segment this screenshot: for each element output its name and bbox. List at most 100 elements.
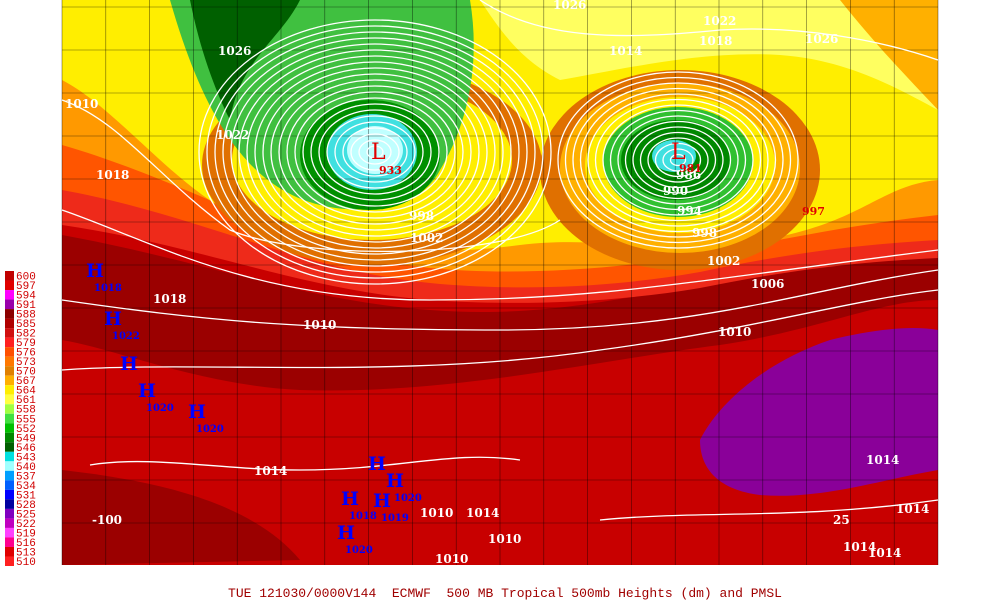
legend-label: 531 [16,490,36,502]
isobar [366,145,384,159]
isobar [654,142,702,178]
isobars [61,0,939,521]
isobar [609,109,747,211]
isobar-label: 1026 [553,0,586,12]
isobar [624,120,732,200]
isobar-label: 1010 [435,552,468,566]
isobar [662,148,694,172]
legend-label: 570 [16,367,36,379]
isobar [669,153,687,167]
isobar-label: 1022 [703,14,736,28]
legend-swatch [5,442,14,452]
pressure-centers: L 933 L 981 [371,140,702,177]
legend-label: 513 [16,547,36,559]
isobar [246,55,504,249]
legend-label: 597 [16,281,36,293]
legend-swatch [5,394,14,405]
legend-swatch [5,290,14,300]
isobar-label: 1026 [218,44,251,58]
legend-swatch [5,375,14,386]
isobar [222,37,528,267]
isobar [318,109,432,195]
isobar-label: 1026 [805,32,838,46]
height-label: 997 [802,205,825,218]
legend-swatch [5,385,14,395]
legend-swatch [5,318,14,329]
legend-swatch [5,280,14,291]
low-symbol: L [671,140,686,165]
isobar-label: 1014 [466,506,499,520]
height-fill [190,0,300,120]
high-symbol: H [120,353,138,375]
legend-swatch [5,299,14,310]
high-symbol: H [341,488,359,510]
high-symbol: H [386,470,404,492]
legend-swatch [5,489,14,500]
isobar [61,289,939,371]
color-legend: 6005975945915885855825795765735705675645… [5,271,36,569]
isobar-label: 1010 [303,318,336,332]
isobar [564,76,792,244]
legend-label: 564 [16,386,36,398]
legend-swatch [5,546,14,557]
map [61,0,939,565]
isobar-label: 1014 [609,44,642,58]
legend-label: 591 [16,300,36,312]
isobar [61,209,939,301]
isobar-label: 25 [833,513,850,527]
legend-swatch [5,499,14,509]
legend-label: 546 [16,443,36,455]
isobar [206,25,544,279]
isobar-label: 1002 [410,231,443,245]
isobar-label: 1014 [254,464,287,478]
isobar [278,79,472,225]
isobar-label: 1018 [153,292,186,306]
low-symbol: L [371,140,386,165]
legend-swatch [5,461,14,471]
legend-label: 519 [16,528,36,540]
legend-swatch [5,480,14,490]
isobar [599,499,939,521]
low-value: 981 [679,162,702,175]
isobar [230,43,520,261]
isobar-label: 1014 [866,453,899,467]
isobar-label: 1010 [488,532,521,546]
isobar-label: 1010 [420,506,453,520]
isobar-label: 986 [676,168,701,182]
isobar [89,456,521,471]
isobar [254,61,496,243]
isobar-labels: 1026 1026 1022 1018 1026 1014 1010 1022 … [65,0,929,566]
high-symbol: H [104,308,122,330]
high-symbol: H [368,453,386,475]
isobar [302,97,448,207]
isobar [198,19,552,285]
legend-swatch [5,356,14,367]
height-fill [840,0,938,110]
height-fill [62,470,300,565]
isobar [639,131,717,189]
legend-label: 510 [16,557,36,569]
high-symbol: H [188,401,206,423]
isobar-label: 1006 [751,277,784,291]
legend-label: 528 [16,500,36,512]
isobar [479,0,939,61]
legend-swatch [5,271,14,281]
high-value: 1022 [112,331,140,342]
legend-label: 552 [16,424,36,436]
legend-label: 516 [16,538,36,550]
legend-label: 543 [16,452,36,464]
high-value: 1020 [394,493,422,504]
legend-label: 522 [16,519,36,531]
isobar [214,31,536,273]
legend-swatch [5,309,14,319]
isobar [602,104,754,216]
high-symbol: H [373,490,391,512]
legend-swatch [5,404,14,414]
high-symbol: H [337,522,355,544]
legend-label: 537 [16,471,36,483]
legend-swatch [5,366,14,376]
isobar-label: 1010 [718,325,751,339]
legend-label: 576 [16,348,36,360]
